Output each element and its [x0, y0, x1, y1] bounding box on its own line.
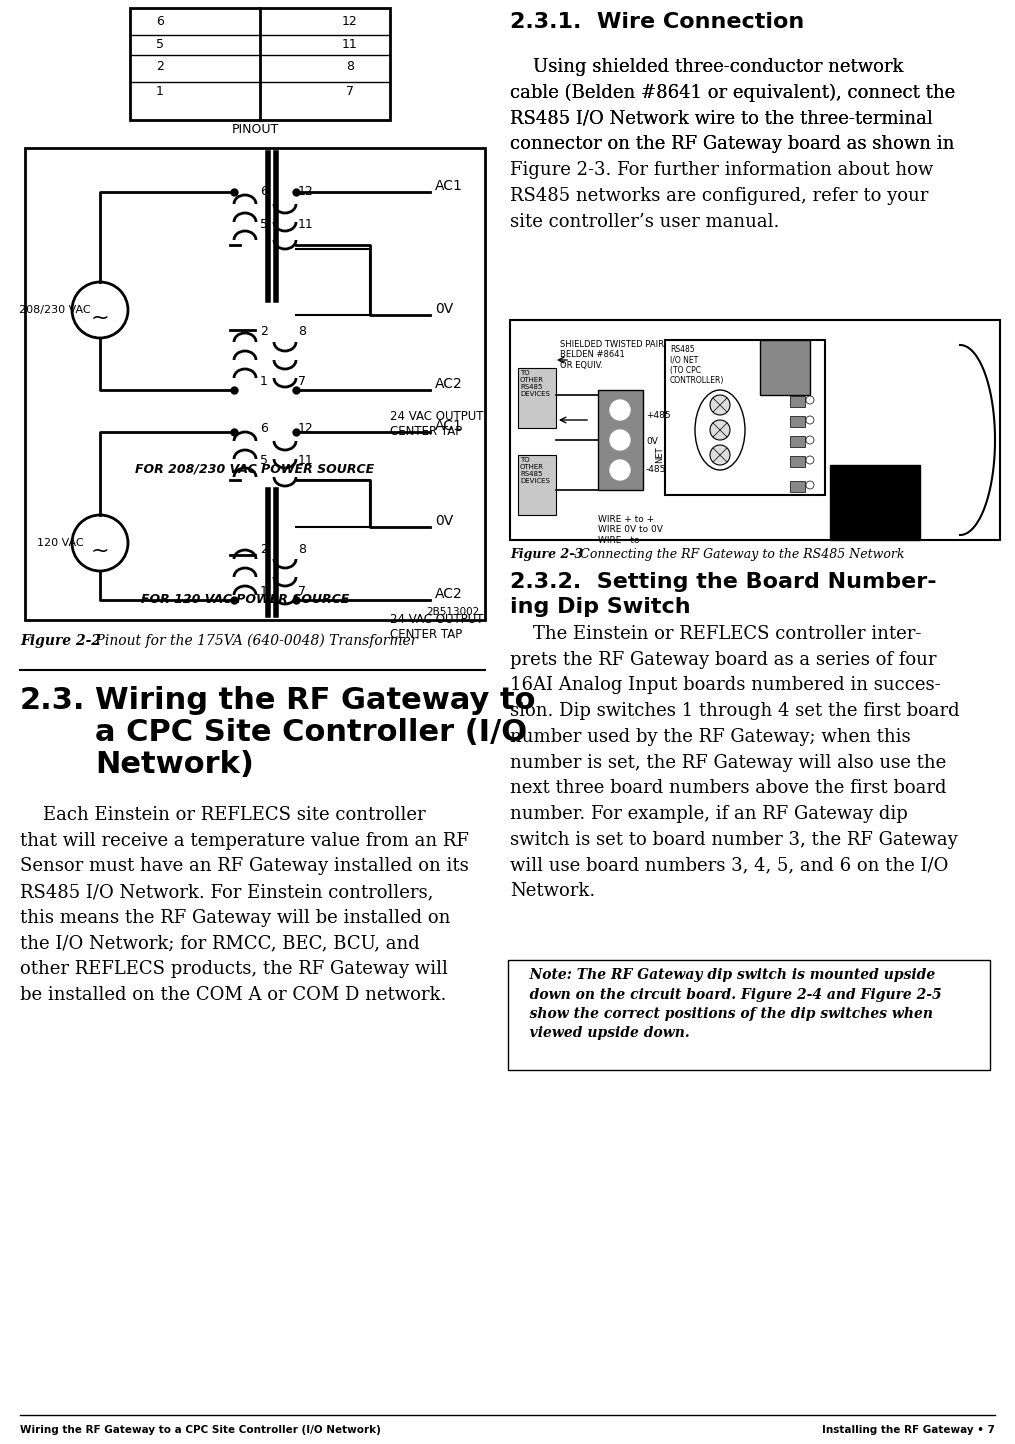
Bar: [130, 9, 390, 120]
Text: SHIELDED TWISTED PAIR
BELDEN #8641
OR EQUIV.: SHIELDED TWISTED PAIR BELDEN #8641 OR EQ…: [560, 339, 664, 370]
Text: AC1: AC1: [435, 419, 463, 433]
Text: -485: -485: [646, 465, 667, 475]
Text: 120 VAC: 120 VAC: [37, 539, 83, 549]
Text: TO
OTHER
RS485
DEVICES: TO OTHER RS485 DEVICES: [520, 456, 550, 484]
Text: Wiring the RF Gateway to: Wiring the RF Gateway to: [95, 686, 536, 715]
Text: 2.3.2.  Setting the Board Number-
ing Dip Switch: 2.3.2. Setting the Board Number- ing Dip…: [510, 572, 937, 617]
Circle shape: [610, 461, 630, 479]
Text: PINOUT: PINOUT: [231, 123, 279, 136]
Bar: [790, 416, 805, 427]
Text: 24 VAC OUTPUT
CENTER TAP: 24 VAC OUTPUT CENTER TAP: [390, 614, 483, 641]
Text: 5: 5: [260, 218, 268, 231]
Bar: [508, 960, 990, 1070]
Text: FOR 120 VAC POWER SOURCE: FOR 120 VAC POWER SOURCE: [141, 593, 349, 606]
Text: 24 VAC OUTPUT
CENTER TAP: 24 VAC OUTPUT CENTER TAP: [390, 410, 483, 438]
Circle shape: [710, 420, 730, 440]
Text: 8: 8: [346, 61, 354, 74]
Text: - Pinout for the 175VA (640-0048) Transformer: - Pinout for the 175VA (640-0048) Transf…: [82, 634, 417, 648]
Bar: [518, 368, 556, 427]
Text: AC2: AC2: [435, 588, 463, 601]
Circle shape: [710, 445, 730, 465]
Text: 6: 6: [260, 422, 268, 435]
Text: 2: 2: [260, 325, 268, 338]
Bar: [790, 396, 805, 407]
Text: Installing the RF Gateway • 7: Installing the RF Gateway • 7: [822, 1425, 995, 1435]
Text: 0V: 0V: [435, 514, 454, 529]
Text: 5: 5: [260, 453, 268, 466]
Text: 7: 7: [298, 585, 306, 598]
Bar: [518, 455, 556, 516]
Text: Figure 2-2: Figure 2-2: [20, 634, 102, 648]
Text: 208/230 VAC: 208/230 VAC: [19, 305, 90, 315]
Bar: [790, 436, 805, 448]
Text: Each Einstein or REFLECS site controller
that will receive a temperature value f: Each Einstein or REFLECS site controller…: [20, 806, 469, 1004]
Text: 7: 7: [298, 375, 306, 388]
Bar: [760, 339, 810, 396]
Text: Using shielded three-conductor network
cable (Belden #8641 or equivalent), conne: Using shielded three-conductor network c…: [510, 58, 955, 179]
Text: 5: 5: [156, 38, 164, 51]
Text: 2: 2: [260, 543, 268, 556]
Circle shape: [710, 396, 730, 414]
Text: 11: 11: [298, 218, 314, 231]
Text: 7: 7: [346, 85, 354, 98]
Text: 2.3.1.  Wire Connection: 2.3.1. Wire Connection: [510, 12, 804, 32]
Text: 1: 1: [260, 375, 268, 388]
Circle shape: [806, 456, 814, 464]
Text: Figure 2-3: Figure 2-3: [510, 549, 584, 562]
Ellipse shape: [695, 390, 745, 469]
Text: Network): Network): [95, 749, 254, 778]
Text: 12: 12: [298, 185, 314, 198]
Text: 2: 2: [156, 61, 164, 74]
Text: 6: 6: [156, 14, 164, 27]
Text: 11: 11: [298, 453, 314, 466]
Bar: [25, 147, 485, 619]
Bar: [830, 465, 920, 540]
Text: AC1: AC1: [435, 179, 463, 193]
Text: FOR 208/230 VAC POWER SOURCE: FOR 208/230 VAC POWER SOURCE: [135, 462, 375, 475]
Text: 8: 8: [298, 325, 306, 338]
Text: 11: 11: [342, 38, 358, 51]
Text: - Connecting the RF Gateway to the RS485 Network: - Connecting the RF Gateway to the RS485…: [568, 549, 904, 562]
Text: 6: 6: [260, 185, 268, 198]
Bar: [790, 481, 805, 492]
Text: 1: 1: [260, 585, 268, 598]
Circle shape: [610, 400, 630, 420]
Text: 0V: 0V: [646, 438, 658, 446]
Text: 2B513002: 2B513002: [426, 606, 480, 617]
Text: 12: 12: [298, 422, 314, 435]
Text: AC2: AC2: [435, 377, 463, 391]
Circle shape: [806, 436, 814, 443]
Text: TO
OTHER
RS485
DEVICES: TO OTHER RS485 DEVICES: [520, 370, 550, 397]
Text: +485: +485: [646, 410, 671, 420]
Text: RS485
I/O NET
(TO CPC
CONTROLLER): RS485 I/O NET (TO CPC CONTROLLER): [670, 345, 725, 386]
Text: Using shielded three-conductor network
cable (Belden #8641 or equivalent), conne: Using shielded three-conductor network c…: [510, 58, 955, 179]
Bar: [790, 456, 805, 466]
Circle shape: [806, 416, 814, 425]
Text: NET: NET: [655, 446, 664, 464]
Bar: [510, 321, 1000, 540]
Text: 8: 8: [298, 543, 306, 556]
Bar: [665, 339, 825, 495]
Text: Using shielded three-conductor network
cable (Belden #8641 or equivalent), conne: Using shielded three-conductor network c…: [510, 58, 955, 231]
Text: a CPC Site Controller (I/O: a CPC Site Controller (I/O: [95, 718, 527, 747]
Text: 0V: 0V: [435, 302, 454, 316]
Text: 2.3.: 2.3.: [20, 686, 85, 715]
Text: The Einstein or REFLECS controller inter-
prets the RF Gateway board as a series: The Einstein or REFLECS controller inter…: [510, 625, 959, 900]
Text: ~: ~: [90, 542, 110, 562]
Text: WIRE + to +
WIRE 0V to 0V
WIRE - to -: WIRE + to + WIRE 0V to 0V WIRE - to -: [598, 516, 663, 544]
Text: Wiring the RF Gateway to a CPC Site Controller (I/O Network): Wiring the RF Gateway to a CPC Site Cont…: [20, 1425, 381, 1435]
Circle shape: [806, 481, 814, 490]
Text: ~: ~: [90, 308, 110, 328]
Circle shape: [806, 396, 814, 404]
Text: Note: The RF Gateway dip switch is mounted upside
   down on the circuit board. : Note: The RF Gateway dip switch is mount…: [515, 967, 942, 1041]
Text: 1: 1: [156, 85, 164, 98]
Circle shape: [610, 430, 630, 451]
Bar: [598, 390, 642, 490]
Text: 12: 12: [342, 14, 358, 27]
